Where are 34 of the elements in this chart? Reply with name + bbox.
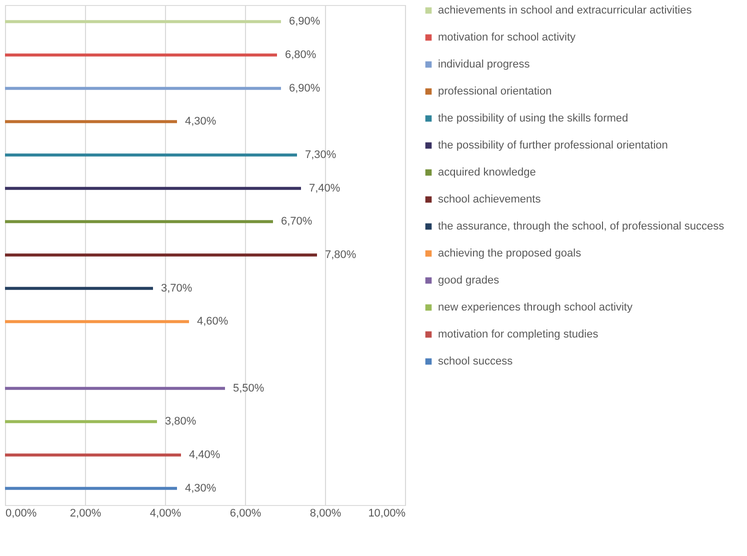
legend-label: the possibility of using the skills formed bbox=[438, 112, 628, 124]
data-label: 5,50% bbox=[233, 382, 264, 394]
legend-label: school success bbox=[438, 356, 514, 368]
legend-label: individual progress bbox=[438, 58, 530, 70]
legend-label: professional orientation bbox=[438, 86, 552, 98]
data-label: 4,40% bbox=[189, 449, 220, 461]
legend-label: school achievements bbox=[438, 194, 542, 206]
data-label: 7,30% bbox=[305, 149, 336, 161]
data-label: 6,90% bbox=[289, 16, 320, 28]
x-tick-label: 10,00% bbox=[368, 508, 406, 520]
x-tick-label: 2,00% bbox=[70, 508, 102, 520]
legend-label: achievements in school and extracurricular activities bbox=[438, 4, 692, 16]
data-label: 3,70% bbox=[161, 282, 192, 294]
data-label: 7,40% bbox=[309, 182, 340, 194]
data-label: 6,90% bbox=[289, 82, 320, 94]
legend-label: motivation for completing studies bbox=[438, 328, 599, 340]
legend-label: the possibility of further professional orientation bbox=[438, 140, 668, 152]
x-tick-label: 6,00% bbox=[230, 508, 262, 520]
legend-label: achieving the proposed goals bbox=[438, 248, 582, 260]
data-label: 7,80% bbox=[325, 249, 356, 261]
data-label: 6,80% bbox=[285, 49, 316, 61]
data-label: 6,70% bbox=[281, 216, 312, 228]
data-label: 4,60% bbox=[197, 316, 228, 328]
legend-label: good grades bbox=[438, 274, 500, 286]
data-label: 3,80% bbox=[165, 416, 196, 428]
legend-label: new experiences through school activity bbox=[438, 302, 633, 314]
data-label: 4,30% bbox=[185, 116, 216, 128]
data-label: 4,30% bbox=[185, 482, 216, 494]
x-tick-label: 8,00% bbox=[310, 508, 342, 520]
x-tick-label: 0,00% bbox=[6, 508, 37, 520]
x-tick-label: 4,00% bbox=[150, 508, 182, 520]
legend-label: the assurance, through the school, of professional success bbox=[438, 220, 725, 232]
legend-label: motivation for school activity bbox=[438, 32, 576, 44]
legend-label: acquired knowledge bbox=[438, 166, 536, 178]
